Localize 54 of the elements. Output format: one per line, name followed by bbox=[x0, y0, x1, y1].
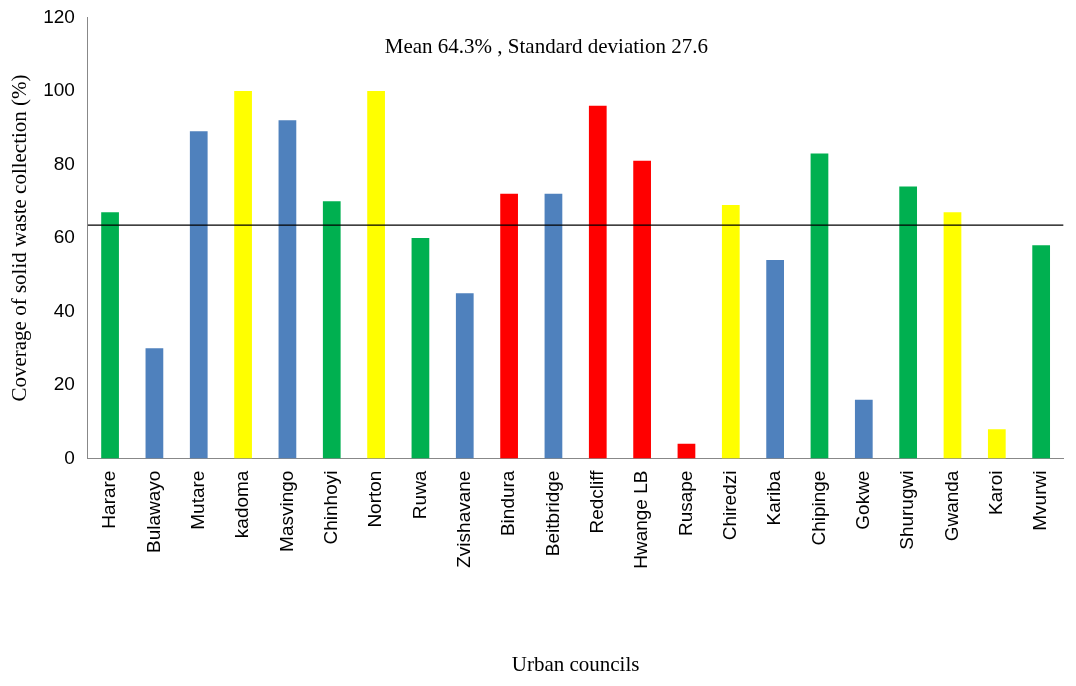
x-tick-label: Shurugwi bbox=[896, 470, 918, 550]
bar bbox=[189, 131, 208, 459]
x-tick-label: Beitbridge bbox=[541, 470, 563, 557]
bar bbox=[721, 204, 740, 459]
x-tick-label: Rusape bbox=[674, 470, 696, 537]
y-tick-label: 60 bbox=[53, 226, 75, 248]
bar bbox=[1032, 245, 1051, 459]
bar bbox=[544, 193, 563, 459]
bar bbox=[101, 212, 119, 459]
x-tick-label: Masvingo bbox=[275, 470, 297, 552]
y-tick-label: 20 bbox=[53, 373, 75, 395]
bar bbox=[278, 120, 297, 459]
y-tick-label: 0 bbox=[64, 446, 75, 468]
bar bbox=[943, 212, 962, 459]
x-tick-label: Gwanda bbox=[940, 470, 962, 542]
y-tick-label: 120 bbox=[43, 5, 75, 27]
bar bbox=[766, 260, 784, 459]
x-tick-label: Gokwe bbox=[852, 470, 874, 530]
x-tick-label: Chiredzi bbox=[719, 470, 741, 541]
bar bbox=[367, 90, 385, 459]
x-tick-label: Bulawayo bbox=[142, 470, 164, 553]
x-tick-label: Chipinge bbox=[807, 470, 829, 546]
bar bbox=[987, 429, 1006, 459]
x-tick-label: Hwange LB bbox=[630, 470, 652, 569]
bar bbox=[677, 443, 696, 459]
bar bbox=[322, 201, 341, 459]
bar bbox=[633, 160, 651, 459]
y-tick-label: 80 bbox=[53, 152, 75, 174]
bar bbox=[588, 105, 607, 459]
bar bbox=[810, 153, 829, 459]
x-tick-label: Mvurwi bbox=[1029, 470, 1051, 531]
x-tick-label: Zvishavane bbox=[453, 470, 474, 568]
x-tick-label: kadoma bbox=[231, 470, 253, 539]
bar bbox=[500, 193, 518, 459]
bar bbox=[145, 348, 164, 459]
x-tick-label: Bindura bbox=[497, 470, 519, 537]
x-tick-label: Karoi bbox=[985, 470, 1007, 515]
y-tick-label: 40 bbox=[53, 299, 75, 321]
x-axis-title: Urban councils bbox=[511, 651, 640, 676]
x-tick-label: Harare bbox=[98, 470, 120, 529]
x-tick-label: Kariba bbox=[763, 470, 785, 526]
bar bbox=[234, 90, 252, 459]
bar bbox=[455, 293, 474, 459]
x-tick-label: Ruwa bbox=[408, 470, 430, 520]
x-tick-label: Mutare bbox=[186, 470, 208, 530]
bar bbox=[854, 399, 873, 459]
y-tick-label: 100 bbox=[43, 79, 75, 101]
x-tick-label: Norton bbox=[364, 470, 386, 528]
bar bbox=[899, 186, 918, 459]
y-axis-title: Coverage of solid waste collection (%) bbox=[7, 74, 32, 402]
annotation: Mean 64.3% , Standard deviation 27.6 bbox=[384, 33, 708, 58]
bar bbox=[411, 237, 430, 459]
x-tick-label: Chinhoyi bbox=[319, 470, 341, 545]
x-tick-label: Redcliff bbox=[586, 469, 608, 534]
